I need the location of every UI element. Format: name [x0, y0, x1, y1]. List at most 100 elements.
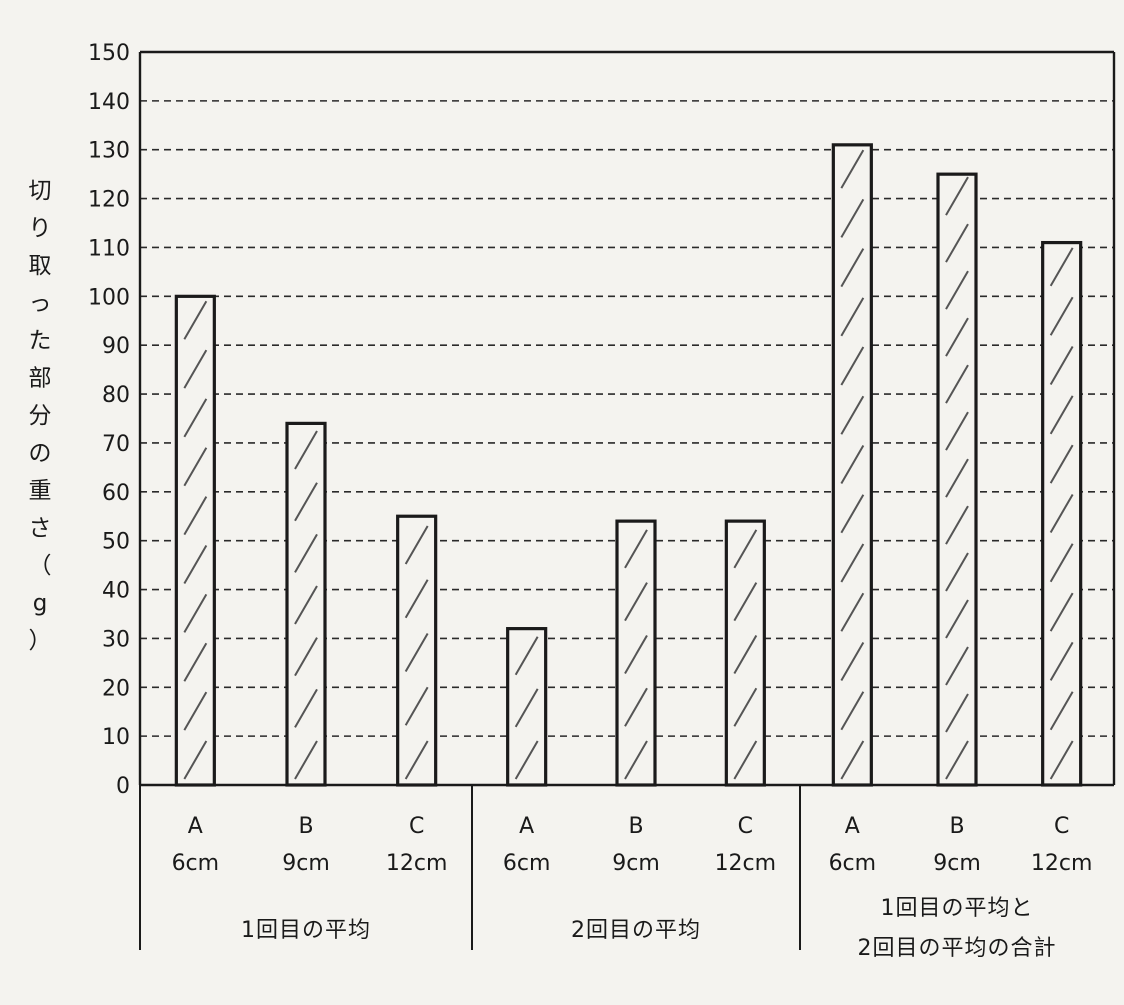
y-tick-label: 130	[88, 139, 130, 164]
y-tick-label: 90	[102, 334, 130, 359]
bar-hatch	[294, 430, 318, 470]
bar-hatch	[404, 740, 429, 780]
bar-hatch	[733, 740, 758, 780]
y-tick-label: 60	[102, 481, 130, 506]
bar-hatch	[1049, 346, 1074, 386]
category-letter: B	[298, 814, 313, 839]
bar-hatch	[624, 740, 648, 780]
group-label: 2回目の平均の合計	[858, 936, 1057, 961]
bar-hatch	[840, 248, 865, 288]
bar-hatch	[183, 300, 208, 340]
y-tick-label: 50	[102, 530, 130, 555]
category-letter: A	[845, 814, 860, 839]
category-length: 9cm	[612, 851, 660, 876]
bar-hatch	[514, 740, 539, 780]
category-letter: A	[188, 814, 203, 839]
bar-hatch	[1049, 296, 1074, 336]
bar-hatch	[945, 317, 969, 357]
category-letter: B	[949, 814, 964, 839]
y-axis-label-char: 切	[29, 178, 52, 204]
group-label: 1回目の平均と	[881, 896, 1034, 921]
bar-hatch	[945, 740, 969, 780]
category-length: 9cm	[933, 851, 981, 876]
bar-hatch	[514, 636, 539, 676]
bar-hatch	[945, 599, 969, 639]
bar-hatch	[1049, 641, 1074, 681]
bar-hatch	[624, 582, 648, 622]
bar-hatch	[624, 634, 648, 674]
bar-hatch	[183, 593, 208, 633]
category-letter: C	[409, 814, 424, 839]
y-tick-label: 100	[88, 285, 130, 310]
y-tick-label: 120	[88, 188, 130, 213]
category-length: 6cm	[503, 851, 551, 876]
y-tick-label: 80	[102, 383, 130, 408]
bar-hatch	[945, 693, 969, 733]
y-tick-label: 70	[102, 432, 130, 457]
bar-hatch	[183, 545, 208, 585]
bar-hatch	[294, 585, 318, 625]
y-axis-label-char: っ	[29, 291, 52, 317]
bar-1-A	[174, 294, 216, 787]
bar-hatch	[840, 592, 865, 632]
bar-hatch	[183, 496, 208, 536]
y-tick-labels: 0 10 20 30 40 50 60 70 80 90 100 110 120 130 140 150	[88, 41, 130, 799]
bar-hatch	[294, 637, 318, 677]
bar-hatch	[1049, 247, 1074, 287]
bar-3-C	[1041, 240, 1083, 787]
category-letter: C	[738, 814, 753, 839]
bar-hatch	[840, 297, 865, 337]
bar-2-A	[506, 627, 548, 787]
category-length: 12cm	[715, 851, 777, 876]
bar-hatch	[1049, 493, 1074, 533]
bar-hatch	[945, 270, 969, 310]
bar-hatch	[183, 398, 208, 438]
y-tick-label: 140	[88, 90, 130, 115]
bar-hatch	[624, 687, 648, 727]
y-tick-label: 20	[102, 676, 130, 701]
bar-hatch	[294, 482, 318, 522]
y-tick-label: 150	[88, 41, 130, 66]
bar-3-B	[936, 172, 978, 787]
bar-hatch	[945, 646, 969, 686]
bar-hatch	[404, 525, 429, 565]
y-tick-label: 40	[102, 579, 130, 604]
bar-hatch	[404, 632, 429, 672]
bar-hatch	[945, 411, 969, 451]
bar-hatch	[294, 688, 318, 728]
bar-hatch	[183, 349, 208, 389]
bar-hatch	[183, 740, 208, 780]
bar-hatch	[733, 634, 758, 674]
bar-hatch	[840, 642, 865, 682]
bar-hatch	[294, 740, 318, 780]
y-axis-label-char: た	[29, 328, 52, 354]
bar-hatch	[183, 642, 208, 682]
bar-hatch	[945, 552, 969, 592]
y-axis-label-char: の	[29, 441, 52, 467]
bar-hatch	[840, 149, 865, 189]
bar-hatch	[840, 740, 865, 780]
bar-outline	[615, 519, 657, 787]
bar-hatch	[733, 687, 758, 727]
category-letter: A	[519, 814, 534, 839]
bar-hatch	[183, 447, 208, 487]
bar-2-B	[615, 519, 657, 787]
bar-hatch	[1049, 740, 1074, 780]
bar-hatch	[1049, 444, 1074, 484]
y-axis-label-char: ）	[29, 628, 52, 654]
y-tick-label: 30	[102, 627, 130, 652]
bar-1-B	[285, 421, 327, 787]
bar-hatch	[840, 346, 865, 386]
bar-hatch	[1049, 543, 1074, 583]
category-length: 12cm	[386, 851, 448, 876]
y-axis-label-char: 分	[29, 403, 52, 429]
bar-hatch	[945, 505, 969, 545]
bar-hatch	[840, 445, 865, 485]
category-length: 6cm	[829, 851, 877, 876]
bar-hatch	[183, 691, 208, 731]
y-axis-label-char: 取	[29, 253, 52, 279]
y-tick-label: 10	[102, 725, 130, 750]
bar-hatch	[1049, 395, 1074, 435]
